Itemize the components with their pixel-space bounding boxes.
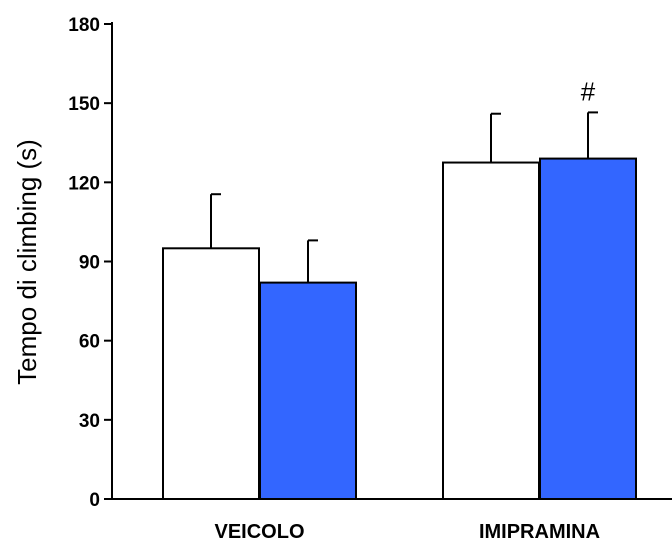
bar-imipramina-2	[539, 157, 637, 500]
bar-imipramina-1	[442, 161, 540, 501]
x-category-label: VEICOLO	[214, 521, 304, 543]
y-tick-label: 30	[79, 411, 100, 432]
bar-veicolo-2	[259, 281, 357, 500]
labels-layer: 0 30 60 90 120 150 180 VEICOLO IMIPRAMINA #	[68, 15, 600, 543]
y-tick-label: 180	[68, 15, 100, 36]
y-tick-label: 60	[79, 332, 100, 353]
y-tick-label: 0	[89, 490, 100, 511]
y-tick-label: 90	[79, 253, 100, 274]
y-tick-label: 150	[68, 94, 100, 115]
y-tick-label: 120	[68, 173, 100, 194]
x-category-label: IMIPRAMINA	[479, 521, 600, 543]
significance-annotation: #	[581, 76, 596, 106]
y-axis-label: Tempo di climbing (s)	[12, 139, 42, 385]
bar-veicolo-1	[162, 247, 260, 500]
bars-layer	[162, 111, 637, 501]
axes-layer	[104, 22, 672, 500]
